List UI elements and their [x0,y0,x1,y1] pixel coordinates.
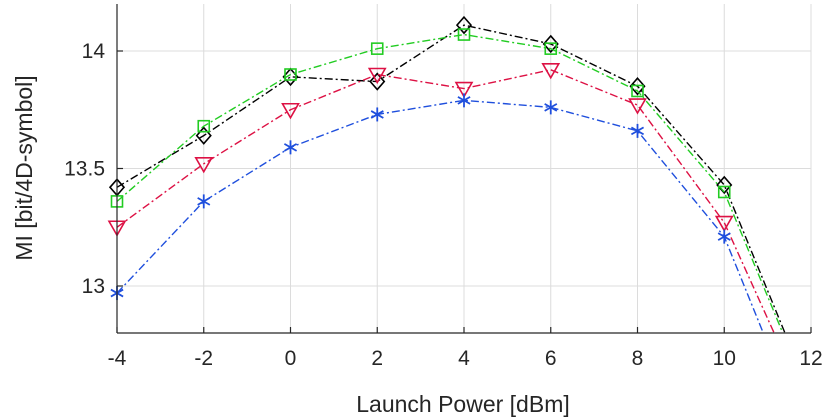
x-tick-label: 10 [713,347,736,370]
series-square-point [717,185,731,199]
series-diamond-point [542,34,559,54]
x-tick-label: 4 [458,347,470,370]
axes [116,4,812,334]
x-tick-label: -2 [194,347,213,370]
y-tick-label: 13 [82,275,105,298]
asterisk-stroke [544,103,558,112]
series-triangle-down-point [281,102,300,120]
y-tick-label: 13.5 [64,158,105,181]
x-tick-label: -4 [108,347,127,370]
series-asterisk-point [457,93,471,108]
series-diamond-point [629,77,646,96]
series-triangle-down-point [367,67,387,85]
series-square [110,28,784,333]
series-diamond-point [195,126,212,145]
series-asterisk-point [370,107,384,122]
series-triangle-down-point [454,81,474,99]
series-square-line [117,33,784,333]
series-diamond-point [282,67,299,87]
asterisk-stroke [197,197,211,206]
x-tick-label: 6 [545,347,557,370]
series-diamond-point [369,72,386,91]
y-tick-label: 14 [82,40,106,63]
series-asterisk-point [630,123,645,138]
series-asterisk-line [117,99,764,333]
series-square-point [544,42,558,55]
asterisk-stroke [717,232,731,241]
series-square-point [197,119,211,133]
asterisk-stroke [283,143,298,152]
series-square-point [457,28,471,41]
gridlines [117,4,812,333]
asterisk-stroke [370,110,384,119]
x-tick-label: 8 [632,347,644,370]
series-asterisk-point [197,194,211,209]
series-triangle-down [107,62,775,333]
series-triangle-down-point [628,98,647,115]
series-diamond-point [455,15,473,35]
y-axis-label: MI [bit/4D-symbol] [11,75,37,260]
x-tick-label: 0 [285,347,297,370]
series-asterisk-point [544,100,558,115]
series-triangle-down-line [117,69,775,333]
series-diamond-point [716,175,733,195]
series-square-point [631,84,644,98]
series-diamond-line [117,24,786,333]
series-triangle-down-point [714,215,734,233]
series-square-point [284,68,297,81]
series-square-point [370,42,384,55]
x-tick-label: 12 [799,347,822,370]
asterisk-stroke [630,126,645,136]
series-triangle-down-point [541,62,561,80]
asterisk-stroke [457,96,471,105]
x-tick-label: 2 [371,347,383,370]
series-asterisk-point [717,229,731,244]
series-asterisk-point [283,140,298,155]
tick-labels: -4 -2 0 2 4 6 8 10 12 13 13.5 14 [64,40,823,370]
x-axis-label: Launch Power [dBm] [356,391,570,417]
series-triangle-down-point [194,157,214,174]
